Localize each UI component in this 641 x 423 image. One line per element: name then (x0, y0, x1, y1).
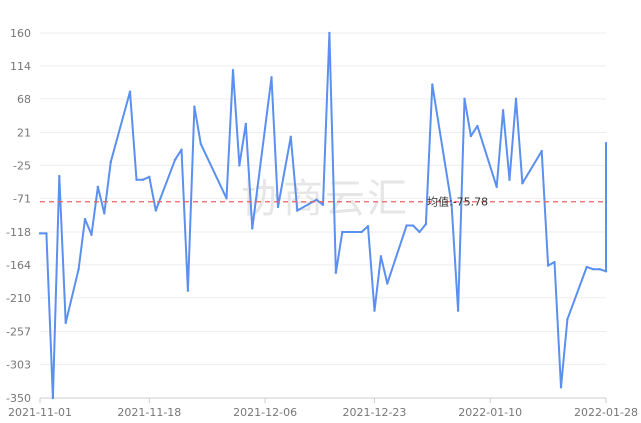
data-point-19 (193, 105, 196, 108)
data-point-45 (431, 83, 434, 86)
x-tick-label: 2021-12-06 (233, 406, 297, 419)
data-point-33 (334, 271, 338, 274)
x-tick-label: 2021-11-18 (117, 406, 181, 419)
data-point-55 (521, 182, 524, 185)
data-point-30 (315, 198, 318, 201)
data-point-57 (546, 264, 550, 267)
y-tick-label: -71 (13, 192, 31, 205)
data-point-2 (51, 396, 55, 400)
y-tick-label: 114 (10, 60, 31, 73)
data-point-20 (199, 142, 202, 146)
data-point-34 (341, 230, 344, 234)
data-point-11 (128, 90, 132, 93)
data-point-23 (238, 164, 241, 167)
x-tick-label: 2022-01-10 (458, 406, 522, 419)
data-point-62 (591, 267, 595, 271)
y-tick-label: -350 (6, 392, 31, 405)
data-point-26 (270, 76, 273, 79)
data-point-39 (379, 255, 383, 258)
data-point-52 (501, 109, 505, 112)
data-point-43 (418, 230, 421, 234)
y-tick-label: -257 (6, 325, 31, 338)
data-point-15 (154, 209, 157, 212)
data-point-42 (411, 224, 415, 227)
y-tick-label: 21 (17, 126, 31, 139)
data-point-41 (405, 224, 408, 227)
data-point-53 (508, 178, 511, 181)
data-point-18 (186, 289, 190, 292)
data-points (38, 31, 608, 400)
data-point-65 (604, 142, 608, 145)
data-point-35 (347, 230, 350, 234)
data-point-7 (90, 233, 93, 237)
data-point-61 (585, 265, 588, 269)
data-point-16 (173, 158, 177, 161)
data-point-47 (456, 309, 460, 312)
data-point-50 (476, 124, 479, 128)
data-point-1 (45, 232, 48, 235)
data-point-0 (38, 232, 42, 235)
data-point-40 (386, 282, 389, 285)
data-point-25 (251, 227, 254, 230)
data-point-32 (328, 31, 331, 35)
data-point-51 (495, 185, 498, 189)
data-point-63 (598, 267, 601, 271)
data-point-31 (321, 203, 325, 206)
data-point-13 (141, 178, 145, 181)
data-point-38 (373, 309, 376, 312)
data-point-8 (96, 185, 100, 189)
data-point-29 (296, 209, 299, 212)
data-point-49 (469, 134, 473, 138)
y-tick-label: -118 (6, 226, 31, 239)
data-point-59 (559, 386, 563, 389)
data-point-12 (135, 178, 138, 181)
data-point-5 (77, 267, 80, 271)
data-point-4 (64, 321, 67, 325)
data-point-6 (83, 217, 87, 221)
data-point-27 (276, 205, 280, 209)
data-point-58 (553, 260, 556, 264)
data-point-54 (514, 97, 518, 101)
watermark: 协商云汇 (241, 176, 409, 222)
data-point-64 (604, 270, 608, 273)
data-point-46 (450, 203, 453, 206)
y-tick-label: 68 (17, 93, 31, 106)
data-point-22 (231, 69, 235, 72)
data-point-9 (103, 212, 106, 215)
data-point-21 (225, 197, 228, 200)
y-tick-label: -25 (13, 159, 31, 172)
data-point-3 (58, 174, 61, 178)
data-point-24 (244, 122, 248, 126)
y-axis-ticks: 160 114 68 21 -25 -71 -118 -164 -210 -257 -303 -350 (6, 27, 31, 405)
data-point-17 (180, 148, 183, 151)
data-point-44 (424, 222, 428, 226)
data-point-56 (540, 149, 543, 153)
data-point-37 (366, 225, 370, 228)
data-point-60 (566, 318, 569, 321)
x-axis-ticks: 2021-11-01 2021-11-18 2021-12-06 2021-12-23… (8, 398, 638, 419)
x-tick-label: 2021-12-23 (342, 406, 406, 419)
data-point-14 (148, 175, 151, 179)
data-point-10 (109, 160, 112, 164)
x-tick-label: 2022-01-28 (574, 406, 638, 419)
data-point-48 (463, 97, 466, 101)
data-point-36 (360, 230, 363, 234)
y-tick-label: 160 (10, 27, 31, 40)
average-label: 均值:-75.78 (427, 196, 488, 209)
y-tick-label: -164 (6, 259, 31, 272)
y-tick-label: -210 (6, 292, 31, 305)
x-tick-label: 2021-11-01 (8, 406, 72, 419)
y-tick-label: -303 (6, 358, 31, 371)
series-line (40, 32, 607, 399)
data-point-28 (289, 135, 293, 138)
